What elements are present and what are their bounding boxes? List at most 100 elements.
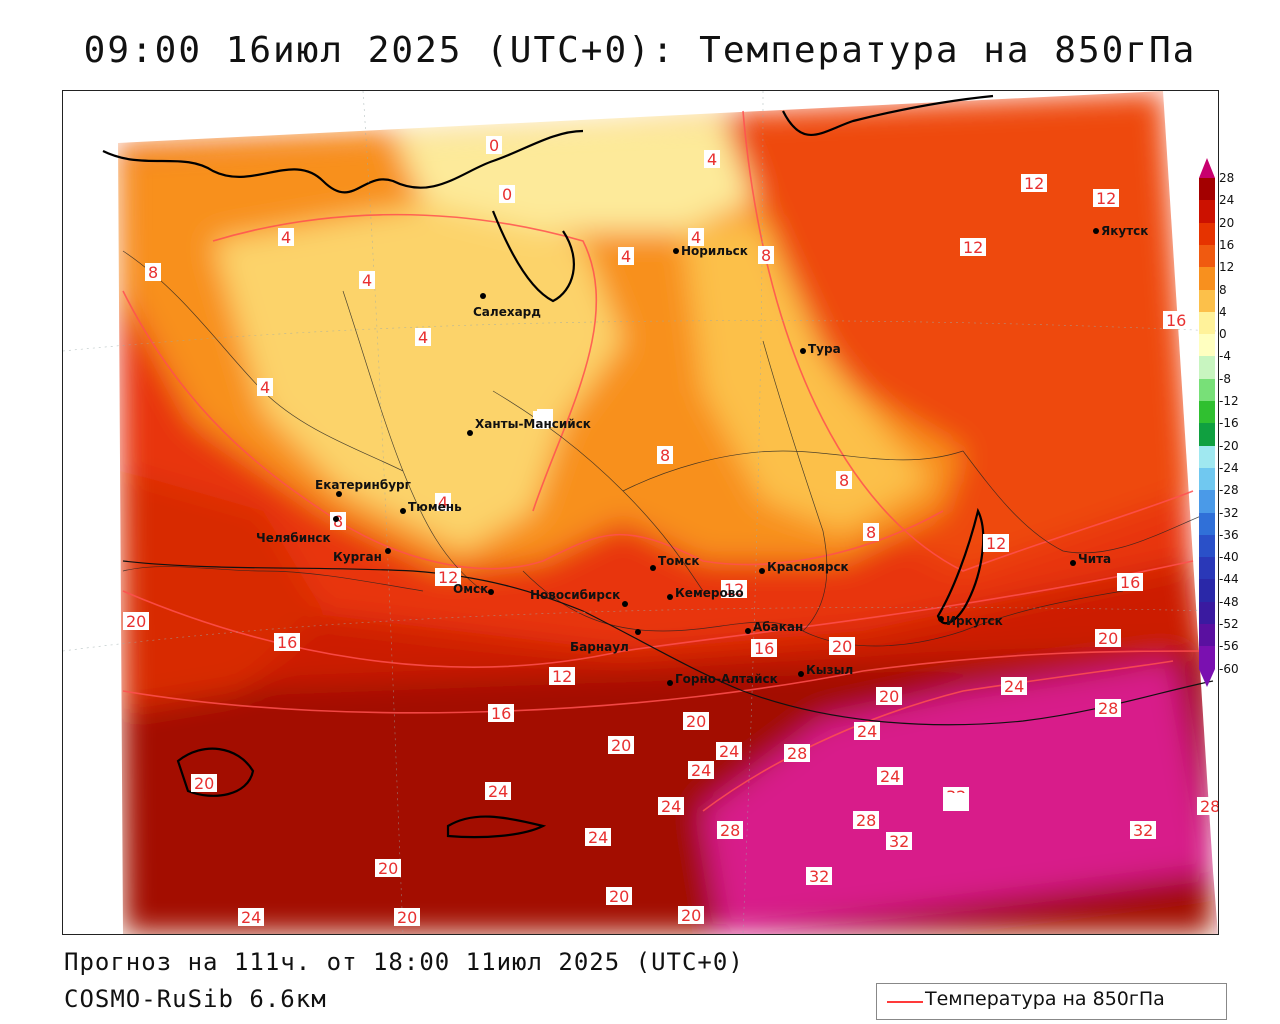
isotherm-label: 20: [678, 906, 704, 925]
colorbar-tick-label: -12: [1219, 394, 1239, 408]
isotherm-label: 24: [688, 761, 714, 780]
isotherm-label: 16: [488, 704, 514, 723]
svg-text:24: 24: [488, 782, 508, 801]
isotherm-label: 20: [191, 774, 217, 793]
city-marker: Иркутск: [938, 614, 1003, 628]
isotherm-label: [537, 409, 553, 427]
colorbar-tick-label: -52: [1219, 617, 1239, 631]
isotherm-label: 16: [274, 633, 300, 652]
city-marker: Барнаул: [570, 629, 641, 654]
colorbar-arrow-top: [1199, 158, 1215, 178]
svg-text:20: 20: [126, 612, 146, 631]
isotherm-label: 20: [123, 612, 149, 631]
isotherm-label: 4: [359, 271, 375, 290]
svg-text:Норильск: Норильск: [681, 244, 748, 258]
svg-text:24: 24: [880, 767, 900, 786]
isotherm-label: 24: [877, 767, 903, 786]
svg-text:20: 20: [832, 637, 852, 656]
colorbar-tick-label: -24: [1219, 460, 1239, 475]
colorbar-segment: [1199, 534, 1215, 558]
colorbar-tick-label: 20: [1219, 215, 1235, 230]
isotherm-label: 32: [806, 867, 832, 886]
colorbar-segment: [1199, 311, 1215, 335]
isotherm-label: 24: [854, 722, 880, 741]
colorbar-segment: [1199, 646, 1215, 670]
isotherm-label: 16: [1163, 311, 1189, 330]
svg-text:24: 24: [691, 761, 711, 780]
colorbar-segment: [1199, 601, 1215, 625]
colorbar-tick-label: -20: [1219, 438, 1239, 453]
colorbar: [1199, 178, 1215, 670]
svg-text:Омск: Омск: [453, 582, 488, 596]
svg-text:12: 12: [552, 667, 572, 686]
colorbar-segment: [1199, 200, 1215, 224]
colorbar-segment: [1199, 244, 1215, 268]
svg-text:28: 28: [1200, 797, 1218, 816]
isotherm-label: 24: [485, 782, 511, 801]
isotherm-label: 20: [876, 687, 902, 706]
svg-text:20: 20: [397, 908, 417, 927]
colorbar-segment: [1199, 334, 1215, 357]
svg-text:Якутск: Якутск: [1101, 224, 1148, 238]
city-marker: Абакан: [745, 620, 803, 634]
colorbar-segment: [1199, 267, 1215, 290]
temperature-map: 0 0 4 4 4 4 4 4 4 4 4 8 8 8 8 8 8 12 12 …: [63, 91, 1218, 934]
city-marker: Ханты-Мансийск: [467, 417, 591, 436]
svg-text:32: 32: [889, 832, 909, 851]
colorbar-segment: [1199, 490, 1215, 513]
isotherm-label: 4: [688, 228, 704, 247]
svg-text:20: 20: [681, 906, 701, 925]
colorbar-segment: [1199, 378, 1215, 402]
map-title: 09:00 16июл 2025 (UTC+0): Температура на…: [83, 30, 1197, 71]
svg-text:28: 28: [856, 811, 876, 830]
colorbar-segment: [1199, 423, 1215, 447]
isotherm-label: 24: [1001, 677, 1027, 696]
colorbar-segment: [1199, 579, 1215, 603]
isotherm-label: 28: [853, 811, 879, 830]
svg-text:12: 12: [438, 568, 458, 587]
svg-text:8: 8: [148, 263, 158, 282]
isotherm-label: 0: [486, 136, 502, 155]
svg-text:28: 28: [720, 821, 740, 840]
svg-text:4: 4: [438, 493, 448, 512]
isotherm-label: 0: [499, 185, 515, 204]
city-marker: Чита: [1070, 552, 1111, 566]
svg-text:0: 0: [489, 136, 499, 155]
isotherm-label: 12: [1021, 174, 1047, 193]
svg-text:12: 12: [986, 534, 1006, 553]
svg-text:12: 12: [1024, 174, 1044, 193]
isotherm-label: 20: [829, 637, 855, 656]
colorbar-tick-label: -60: [1219, 661, 1239, 676]
svg-text:Иркутск: Иркутск: [946, 614, 1003, 628]
svg-text:16: 16: [754, 639, 774, 658]
svg-text:12: 12: [724, 580, 744, 599]
colorbar-tick-label: -8: [1219, 371, 1231, 386]
svg-text:Кызыл: Кызыл: [806, 663, 853, 677]
isotherm-label: 32: [886, 832, 912, 851]
colorbar-tick-label: 8: [1219, 282, 1227, 297]
city-marker: Новосибирск: [530, 588, 628, 607]
svg-text:Тюмень: Тюмень: [408, 500, 462, 514]
svg-text:32: 32: [1133, 821, 1153, 840]
colorbar-tick-label: -40: [1219, 550, 1239, 565]
svg-text:Абакан: Абакан: [753, 620, 803, 634]
svg-text:Новосибирск: Новосибирск: [530, 588, 620, 602]
colorbar-tick-label: 28: [1219, 171, 1235, 185]
state-borders: [122, 560, 1214, 726]
isotherm-label: 20: [608, 736, 634, 755]
isotherm-label: 4: [704, 150, 720, 169]
cities: Норильск Якутск Салехард Тура Ханты-Манс…: [256, 224, 1148, 686]
isotherm-label: 28: [1095, 699, 1121, 718]
svg-text:12: 12: [963, 238, 983, 257]
isotherm-label: 12: [549, 667, 575, 686]
isotherm-label: 4: [435, 493, 451, 512]
svg-text:4: 4: [707, 150, 717, 169]
isotherm-label: 8: [145, 263, 161, 282]
svg-text:8: 8: [866, 523, 876, 542]
coastlines: [102, 94, 994, 839]
svg-text:Тура: Тура: [808, 342, 841, 356]
svg-text:24: 24: [588, 828, 608, 847]
svg-text:0: 0: [502, 185, 512, 204]
forecast-info: Прогноз на 111ч. от 18:00 11июл 2025 (UT…: [64, 948, 744, 976]
svg-text:4: 4: [362, 271, 372, 290]
